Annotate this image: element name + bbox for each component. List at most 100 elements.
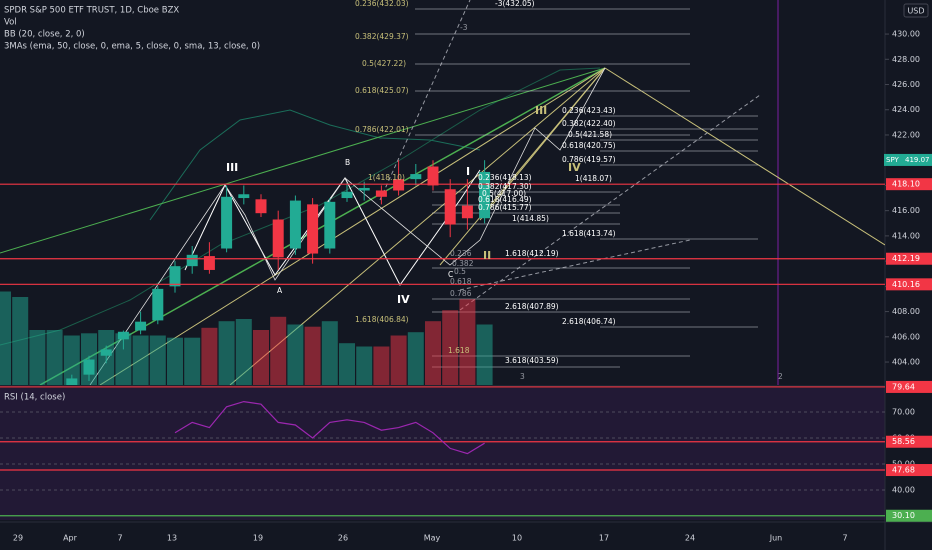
volume-bar: [29, 330, 46, 385]
rsi-level-label-box: [886, 380, 932, 393]
y-tick-label: 414.00: [892, 231, 920, 240]
candle-body: [186, 254, 198, 267]
annotation: 0.236(432.03): [355, 0, 409, 8]
fib-levels: [415, 8, 758, 368]
rsi-tick-label: 50.00: [892, 459, 915, 468]
volume-bar: [339, 343, 355, 385]
bollinger-lower: [0, 67, 601, 346]
annotation: IV: [397, 293, 410, 306]
annotation: 0.382: [452, 259, 474, 268]
annotation: 0.5: [454, 267, 466, 276]
candle-body: [358, 187, 370, 191]
volume-bar: [132, 335, 149, 385]
rsi-title: RSI (14, close): [4, 393, 65, 403]
symbol-label: SPY: [886, 156, 900, 164]
y-tick-label: 422.00: [892, 130, 920, 139]
projection: [459, 239, 691, 291]
rsi-tick-label: 40.00: [892, 485, 915, 494]
x-tick-label: 26: [338, 534, 348, 543]
x-tick-label: 19: [253, 534, 263, 543]
y-tick-label: 406.00: [892, 332, 920, 341]
indicator-label: Vol: [4, 18, 17, 28]
candle-body: [83, 359, 95, 375]
currency-box: [903, 3, 929, 18]
annotation: II: [483, 249, 491, 262]
annotation: 2.618(407.89): [505, 302, 559, 311]
y-tick-label: 430.00: [892, 30, 920, 39]
candle-body: [341, 191, 353, 199]
price-line-label-box: [886, 178, 932, 191]
annotation: III: [226, 161, 238, 174]
annotation: 1.618: [448, 346, 470, 355]
volume-bar: [356, 346, 373, 385]
annotation: 0.236: [450, 249, 472, 258]
candle-body: [375, 190, 387, 197]
trend-line: [604, 67, 885, 246]
rsi-level-label: 58.56: [892, 437, 915, 446]
symbol-box: [884, 153, 904, 166]
y-tick-label: 424.00: [892, 105, 920, 114]
volume-bar: [425, 321, 441, 385]
volume-bar: [184, 337, 201, 385]
annotation: 1.618(413.74): [562, 229, 616, 238]
annotation: 3.618(403.59): [505, 356, 559, 365]
volume-bar: [63, 335, 80, 385]
annotation: 0.786: [450, 289, 472, 298]
annotation: 2: [778, 372, 783, 381]
annotation: 0.786(419.57): [562, 155, 616, 164]
volume-bar: [373, 346, 390, 385]
candle-body: [393, 179, 405, 191]
candle-body: [307, 204, 319, 254]
annotation: 0.5(427.22): [362, 59, 406, 68]
volume-bar: [12, 297, 29, 385]
symbol-title: SPDR S&P 500 ETF TRUST, 1D, Cboe BZX: [4, 6, 179, 16]
projection: [379, 0, 471, 201]
rsi-band: [0, 388, 885, 520]
volume-bar: [46, 330, 63, 385]
candle-body: [255, 199, 267, 214]
volume-bar: [235, 319, 252, 385]
x-tick-label: Jun: [769, 534, 783, 543]
annotation: 0.786(422.01): [355, 125, 409, 134]
annotation: 0.5(417.00): [482, 189, 526, 198]
indicator-label: BB (20, close, 2, 0): [4, 30, 85, 40]
currency: USD: [907, 7, 924, 16]
annotation: 3: [520, 372, 525, 381]
rsi-level-label-box: [886, 464, 932, 477]
annotation: 0.236(418.13): [478, 173, 532, 182]
volume-bar: [115, 333, 132, 385]
price-line-label: 418.10: [892, 180, 920, 189]
x-tick-label: 7: [842, 534, 847, 543]
volume-bar: [459, 299, 476, 385]
trend-line: [439, 67, 606, 266]
price-line-label: 410.16: [892, 280, 920, 289]
volume-bar: [390, 335, 407, 385]
rsi-level-label: 30.10: [892, 511, 915, 520]
price-line-label-box: [886, 278, 932, 291]
annotation: 1.618(406.84): [355, 315, 409, 324]
x-tick-label: 17: [599, 534, 609, 543]
rsi-level-label-box: [886, 509, 932, 522]
rsi-line: [174, 400, 485, 455]
x-tick-label: Apr: [63, 534, 78, 543]
volume-bar: [442, 310, 459, 385]
candle-body: [461, 205, 473, 219]
annotation: 2.618(406.74): [562, 317, 616, 326]
volume-bar: [149, 335, 166, 385]
annotation: 0.618(416.49): [478, 195, 532, 204]
volume-bar: [270, 316, 287, 385]
trend-line: [99, 67, 606, 385]
annotation: 1.618(412.19): [505, 249, 559, 258]
annotation: 0.382(422.40): [562, 119, 616, 128]
annotation: 0.382(417.30): [478, 182, 532, 191]
annotation: 0.786(415.77): [478, 203, 532, 212]
rsi-level-label: 79.64: [892, 382, 915, 391]
x-tick-label: 24: [685, 534, 695, 543]
x-tick-label: 7: [117, 534, 122, 543]
x-tick-label: May: [424, 534, 441, 543]
candle-body: [221, 196, 233, 249]
annotation: 1(418.07): [575, 174, 612, 183]
volume-bar: [476, 324, 493, 385]
trend-line: [0, 67, 606, 254]
annotation: 0.618(420.75): [562, 141, 616, 150]
